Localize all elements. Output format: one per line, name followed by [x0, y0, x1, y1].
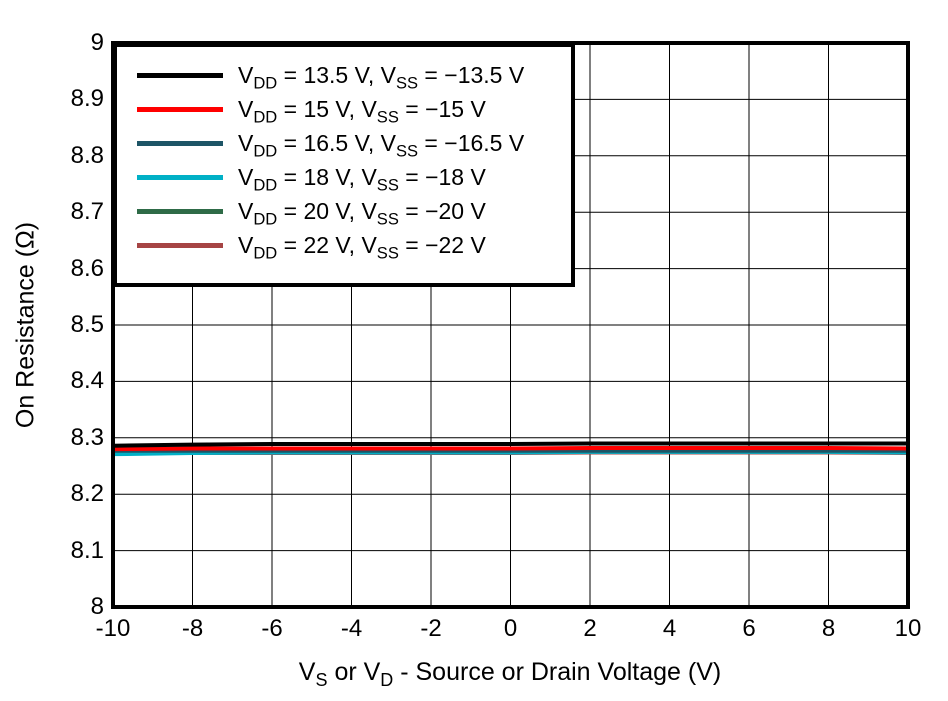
y-tick-label: 8.6: [70, 254, 104, 282]
x-tick-label: 2: [583, 615, 597, 642]
legend-swatch: [137, 208, 223, 214]
x-tick-label: 4: [662, 615, 677, 642]
y-tick-label: 8.9: [70, 85, 104, 113]
x-tick-label: -2: [420, 615, 442, 642]
legend-label: VDD = 20 V, VSS = −20 V: [238, 197, 486, 229]
legend-item: VDD = 22 V, VSS = −22 V: [137, 228, 571, 262]
x-tick-label: 10: [894, 615, 922, 642]
y-tick-label: 8.1: [70, 536, 104, 564]
y-tick-label: 8.4: [70, 367, 104, 395]
series-line: [112, 445, 909, 452]
y-tick-label: 8.5: [70, 311, 104, 338]
legend-item: VDD = 15 V, VSS = −15 V: [137, 92, 571, 126]
legend-swatch: [137, 106, 223, 112]
x-tick-label: -8: [181, 615, 204, 642]
x-tick-label: 6: [742, 615, 756, 642]
x-tick-label: -4: [340, 615, 363, 642]
legend-item: VDD = 16.5 V, VSS = −16.5 V: [137, 126, 571, 160]
legend: VDD = 13.5 V, VSS = −13.5 V VDD = 15 V, V…: [113, 43, 575, 287]
x-tick-label: -10: [95, 615, 131, 642]
x-tick-label: 8: [821, 615, 836, 642]
series-line: [112, 441, 908, 448]
legend-item: VDD = 20 V, VSS = −20 V: [137, 194, 571, 228]
x-tick-label: -6: [261, 615, 283, 642]
legend-item: VDD = 13.5 V, VSS = −13.5 V: [137, 58, 571, 92]
legend-label: VDD = 16.5 V, VSS = −16.5 V: [238, 129, 525, 161]
y-tick-label: 8: [90, 593, 104, 620]
y-tick-label: 9: [90, 29, 104, 56]
y-tick-label: 8.2: [70, 480, 104, 508]
legend-label: VDD = 18 V, VSS = −18 V: [238, 163, 486, 195]
legend-swatch: [137, 72, 223, 78]
x-tick-label: 0: [503, 615, 518, 642]
x-axis-title: VS or VD - Source or Drain Voltage (V): [298, 658, 722, 690]
legend-label: VDD = 13.5 V, VSS = −13.5 V: [238, 61, 525, 93]
legend-label: VDD = 22 V, VSS = −22 V: [238, 231, 486, 263]
legend-item: VDD = 18 V, VSS = −18 V: [137, 160, 571, 194]
y-tick-label: 8.7: [70, 198, 104, 226]
legend-swatch: [137, 242, 223, 248]
legend-label: VDD = 15 V, VSS = −15 V: [238, 95, 486, 127]
legend-swatch: [137, 140, 223, 146]
y-tick-label: 8.3: [70, 423, 104, 451]
legend-swatch: [137, 174, 223, 180]
y-tick-label: 8.8: [70, 141, 104, 169]
